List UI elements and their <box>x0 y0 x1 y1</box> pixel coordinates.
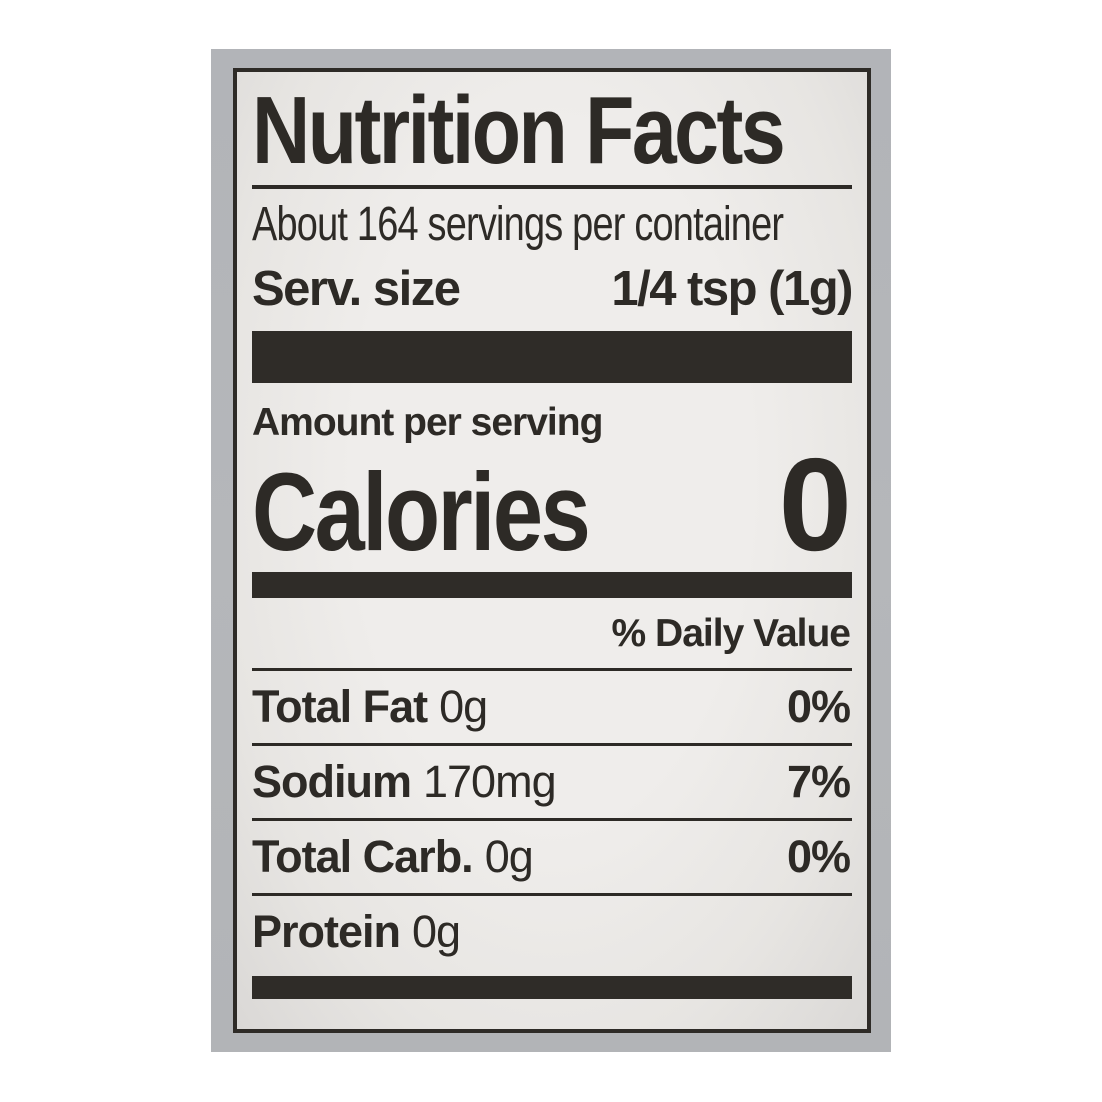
title-divider <box>252 185 852 190</box>
calories-value: 0 <box>778 431 852 579</box>
nutrient-name: Total Carb. <box>252 831 474 883</box>
daily-value-header: % Daily Value <box>252 598 852 672</box>
nutrient-row-total-carb: Total Carb. 0g 0% <box>252 821 852 897</box>
nutrient-daily-value: 7% <box>786 756 851 808</box>
nutrition-facts-content: Nutrition Facts About 164 servings per c… <box>252 77 853 1029</box>
nutrient-name-amount: Sodium 170mg <box>252 756 557 808</box>
amount-per-serving-label: Amount per serving <box>252 401 603 445</box>
nutrient-name: Protein <box>252 906 401 958</box>
nutrient-amount: 0g <box>484 831 534 883</box>
serving-size-value: 1/4 tsp (1g) <box>611 262 853 317</box>
nutrient-amount: 0g <box>412 906 461 958</box>
nutrient-name-amount: Total Fat 0g <box>252 681 488 733</box>
product-photo-background: Nutrition Facts About 164 servings per c… <box>211 49 891 1052</box>
serving-size-row: Serv. size 1/4 tsp (1g) <box>252 262 853 317</box>
bottom-separator-bar <box>252 976 852 1000</box>
calories-label: Calories <box>252 451 591 575</box>
nutrient-daily-value: 0% <box>786 831 851 883</box>
nutrient-row-sodium: Sodium 170mg 7% <box>252 746 852 822</box>
nutrient-daily-value: 0% <box>786 681 851 733</box>
nutrition-facts-title: Nutrition Facts <box>252 77 786 184</box>
medium-separator-bar <box>252 572 852 599</box>
thick-separator-bar <box>252 331 852 384</box>
serving-size-label: Serv. size <box>252 262 461 317</box>
nutrition-facts-label: Nutrition Facts About 164 servings per c… <box>233 68 871 1033</box>
calories-row: Calories 0 <box>252 438 852 570</box>
nutrient-amount: 0g <box>439 681 488 733</box>
nutrient-name: Sodium <box>252 756 412 808</box>
nutrient-name-amount: Total Carb. 0g <box>252 831 534 883</box>
nutrient-name-amount: Protein 0g <box>252 906 461 958</box>
nutrient-name: Total Fat <box>252 681 428 733</box>
nutrient-row-total-fat: Total Fat 0g 0% <box>252 671 852 747</box>
nutrient-row-protein: Protein 0g <box>252 896 852 968</box>
servings-per-container: About 164 servings per container <box>252 198 784 252</box>
nutrient-amount: 170mg <box>423 756 557 808</box>
